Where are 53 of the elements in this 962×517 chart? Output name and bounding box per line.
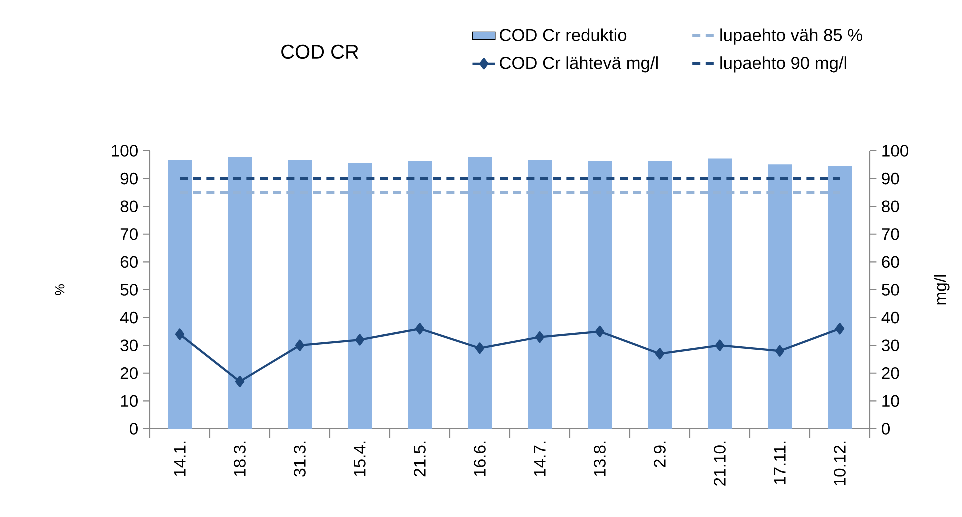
y-tick-label: 0: [130, 423, 138, 435]
y2-tick-label: 100: [882, 145, 909, 157]
chart-title: COD CR: [282, 44, 358, 60]
point: [415, 323, 425, 335]
y2-tick-label: 60: [882, 256, 900, 268]
y2-tick-label: 20: [882, 368, 900, 380]
y2-tick-label: 10: [882, 395, 900, 408]
legend-label: lupaehto 90 mg/l: [720, 56, 846, 73]
y2-tick-label: 30: [882, 340, 900, 352]
point: [235, 376, 245, 388]
y2-tick-label: 0: [882, 423, 890, 435]
point: [715, 340, 725, 352]
y2-axis-title: mg/l: [934, 275, 950, 305]
x-tick-label: 16.6.: [474, 442, 486, 476]
point: [655, 348, 665, 360]
y-tick-label: 100: [112, 145, 138, 157]
y-tick-label: 90: [120, 172, 138, 185]
point: [175, 328, 185, 340]
y2-tick-label: 50: [882, 284, 900, 296]
point: [295, 340, 305, 352]
point: [835, 323, 845, 335]
point: [355, 334, 365, 346]
point: [775, 345, 785, 357]
y-axis-title: %: [55, 284, 65, 296]
x-tick-label: 15.4.: [354, 442, 366, 476]
y-tick-label: 80: [120, 200, 138, 212]
y2-tick-label: 70: [882, 228, 900, 240]
point: [535, 332, 545, 343]
y2-tick-label: 90: [882, 172, 900, 185]
point: [475, 342, 485, 354]
x-tick-label: 2.9.: [654, 442, 666, 468]
x-tick-label: 14.1.: [174, 442, 186, 476]
y-tick-label: 60: [120, 256, 138, 268]
y2-tick-label: 80: [882, 200, 900, 212]
x-tick-label: 21.10.: [714, 442, 726, 486]
y-tick-label: 10: [121, 395, 138, 408]
y-tick-label: 50: [120, 284, 138, 296]
y-tick-label: 30: [120, 340, 138, 352]
y-tick-label: 40: [120, 312, 138, 324]
y2-tick-label: 40: [882, 312, 900, 324]
y-tick-label: 20: [120, 368, 138, 380]
x-tick-label: 18.3.: [234, 442, 246, 476]
x-tick-label: 10.12.: [834, 442, 846, 486]
x-tick-label: 31.3.: [294, 442, 306, 477]
legend-label: COD Cr reduktio: [500, 28, 627, 42]
y-tick-label: 70: [120, 228, 138, 240]
x-tick-label: 17.11.: [774, 442, 786, 484]
x-tick-label: 13.8.: [594, 442, 606, 476]
legend-label: COD Cr lähtevä mg/l: [500, 56, 658, 73]
x-tick-label: 14.7.: [534, 442, 546, 476]
legend-label: lupaehto väh 85 %: [720, 28, 862, 45]
point: [595, 326, 605, 338]
x-tick-label: 21.5.: [414, 442, 426, 477]
